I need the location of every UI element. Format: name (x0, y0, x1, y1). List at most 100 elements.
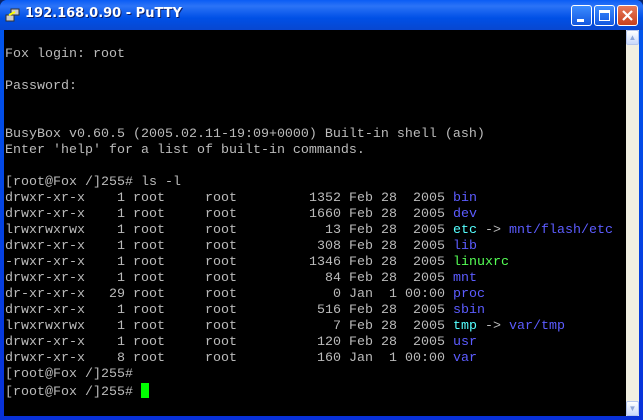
file-name: linuxrc (453, 255, 509, 270)
owner: root (133, 287, 165, 302)
group: root (205, 319, 237, 334)
file-size: 1346 (309, 255, 341, 270)
group: root (205, 271, 237, 286)
modified-date: Feb 28 2005 (349, 255, 445, 270)
file-size: 13 (325, 223, 341, 238)
modified-date: Feb 28 2005 (349, 223, 445, 238)
link-count: 1 (117, 319, 125, 334)
file-name: mnt (453, 271, 477, 286)
prompt-line: [root@Fox /]255# (5, 367, 133, 382)
file-size: 0 (333, 287, 341, 302)
group: root (205, 191, 237, 206)
modified-date: Jan 1 00:00 (349, 287, 445, 302)
file-name: usr (453, 335, 477, 350)
owner: root (133, 239, 165, 254)
listing-row: -rwxr-xr-x 1 root root 1346 Feb 28 2005 linuxr… (5, 255, 509, 271)
listing-row: drwxr-xr-x 1 root root 120 Feb 28 2005 usr (5, 335, 477, 351)
scrollbar[interactable]: ▲ ▼ (626, 30, 639, 416)
group: root (205, 223, 237, 238)
cursor (140, 383, 149, 398)
owner: root (133, 303, 165, 318)
file-size: 84 (325, 271, 341, 286)
permissions: lrwxrwxrwx (5, 319, 85, 334)
close-button[interactable] (617, 5, 638, 26)
permissions: lrwxrwxrwx (5, 223, 85, 238)
owner: root (133, 335, 165, 350)
permissions: drwxr-xr-x (5, 303, 85, 318)
group: root (205, 335, 237, 350)
listing-row: drwxr-xr-x 1 root root 1352 Feb 28 2005 bin (5, 191, 477, 207)
scroll-down-button[interactable]: ▼ (626, 401, 639, 416)
prompt: [root@Fox /]255# (5, 385, 141, 400)
listing-row: drwxr-xr-x 1 root root 1660 Feb 28 2005 dev (5, 207, 477, 223)
file-name: lib (453, 239, 477, 254)
modified-date: Feb 28 2005 (349, 303, 445, 318)
terminal-line: Password: (5, 79, 77, 94)
link-arrow: -> (477, 319, 509, 334)
file-name: proc (453, 287, 485, 302)
permissions: drwxr-xr-x (5, 271, 85, 286)
permissions: drwxr-xr-x (5, 335, 85, 350)
link-target: var/tmp (509, 319, 565, 334)
group: root (205, 239, 237, 254)
listing-row: lrwxrwxrwx 1 root root 13 Feb 28 2005 etc -> m… (5, 223, 613, 239)
listing-row: dr-xr-xr-x 29 root root 0 Jan 1 00:00 proc (5, 287, 485, 303)
link-arrow: -> (477, 223, 509, 238)
file-size: 7 (333, 319, 341, 334)
file-size: 1660 (309, 207, 341, 222)
title-bar[interactable]: 192.168.0.90 - PuTTY (0, 0, 643, 30)
link-count: 1 (117, 255, 125, 270)
listing-row: drwxr-xr-x 1 root root 516 Feb 28 2005 sbin (5, 303, 485, 319)
file-name: dev (453, 207, 477, 222)
link-count: 1 (117, 335, 125, 350)
minimize-button[interactable] (571, 5, 592, 26)
link-count: 1 (117, 191, 125, 206)
modified-date: Jan 1 00:00 (349, 351, 445, 366)
maximize-button[interactable] (594, 5, 615, 26)
group: root (205, 207, 237, 222)
group: root (205, 351, 237, 366)
link-count: 1 (117, 207, 125, 222)
modified-date: Feb 28 2005 (349, 335, 445, 350)
permissions: drwxr-xr-x (5, 351, 85, 366)
owner: root (133, 207, 165, 222)
file-size: 120 (317, 335, 341, 350)
link-count: 1 (117, 271, 125, 286)
file-name: var (453, 351, 477, 366)
listing-row: lrwxrwxrwx 1 root root 7 Feb 28 2005 tmp -> va… (5, 319, 565, 335)
permissions: -rwxr-xr-x (5, 255, 85, 270)
permissions: drwxr-xr-x (5, 191, 85, 206)
terminal-line: Fox login: root (5, 47, 125, 62)
file-size: 1352 (309, 191, 341, 206)
owner: root (133, 223, 165, 238)
prompt-line: [root@Fox /]255# (5, 383, 149, 400)
link-count: 1 (117, 303, 125, 318)
terminal-line: BusyBox v0.60.5 (2005.02.11-19:09+0000) … (5, 127, 485, 142)
link-count: 1 (117, 223, 125, 238)
file-name: etc (453, 223, 477, 238)
command-line: [root@Fox /]255# ls -l (5, 175, 181, 190)
link-count: 29 (109, 287, 125, 302)
close-icon (622, 10, 633, 21)
modified-date: Feb 28 2005 (349, 239, 445, 254)
group: root (205, 255, 237, 270)
modified-date: Feb 28 2005 (349, 191, 445, 206)
listing-row: drwxr-xr-x 8 root root 160 Jan 1 00:00 var (5, 351, 477, 367)
modified-date: Feb 28 2005 (349, 207, 445, 222)
file-name: bin (453, 191, 477, 206)
link-count: 8 (117, 351, 125, 366)
link-target: mnt/flash/etc (509, 223, 613, 238)
terminal-output[interactable]: Fox login: root Password: BusyBox v0.60.5 … (4, 30, 626, 416)
file-size: 516 (317, 303, 341, 318)
listing-row: drwxr-xr-x 1 root root 84 Feb 28 2005 mnt (5, 271, 477, 287)
modified-date: Feb 28 2005 (349, 271, 445, 286)
modified-date: Feb 28 2005 (349, 319, 445, 334)
file-name: tmp (453, 319, 477, 334)
owner: root (133, 351, 165, 366)
permissions: drwxr-xr-x (5, 207, 85, 222)
scroll-up-button[interactable]: ▲ (626, 30, 639, 45)
permissions: dr-xr-xr-x (5, 287, 85, 302)
owner: root (133, 271, 165, 286)
file-size: 308 (317, 239, 341, 254)
owner: root (133, 191, 165, 206)
